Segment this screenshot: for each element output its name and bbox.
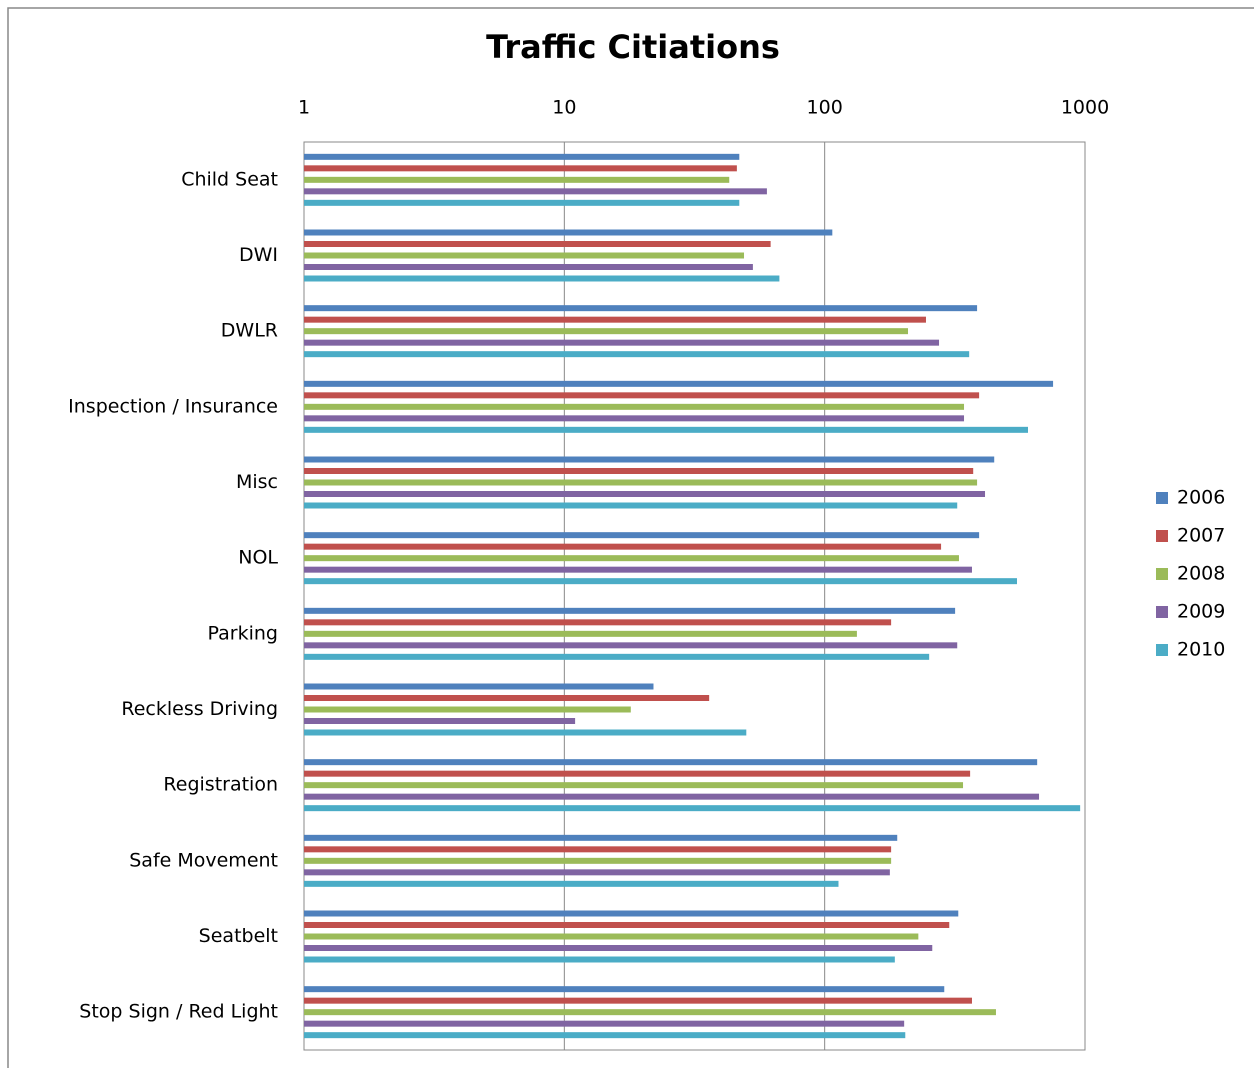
bar <box>304 846 892 853</box>
bar <box>304 869 890 876</box>
bar <box>304 630 857 637</box>
bar <box>304 275 780 282</box>
y-tick-label: Reckless Driving <box>121 698 278 720</box>
bar <box>304 532 980 539</box>
bar <box>304 880 839 887</box>
bar <box>304 997 972 1004</box>
bar <box>304 305 978 312</box>
bar <box>304 351 970 358</box>
bar <box>304 264 753 270</box>
y-tick-label: Parking <box>208 622 278 644</box>
bar <box>304 642 958 649</box>
bar <box>304 770 971 777</box>
bar <box>304 729 747 736</box>
y-tick-label: Misc <box>236 471 278 493</box>
y-tick-label: Seatbelt <box>199 925 278 947</box>
bar <box>304 1020 905 1027</box>
bar <box>304 229 833 236</box>
bar <box>304 933 919 940</box>
bar <box>304 252 745 259</box>
y-tick-label: Inspection / Insurance <box>68 395 278 417</box>
bar <box>304 683 654 690</box>
bar <box>304 199 740 206</box>
y-tick-label: Child Seat <box>181 168 278 190</box>
y-tick-label: DWI <box>239 244 278 266</box>
bar <box>304 607 956 614</box>
bar <box>304 316 926 323</box>
legend-label: 2006 <box>1177 487 1225 509</box>
bar <box>304 392 980 399</box>
bar <box>304 555 959 562</box>
bar <box>304 759 1038 766</box>
bar <box>304 706 631 713</box>
y-tick-label: Stop Sign / Red Light <box>79 1001 278 1023</box>
bar <box>304 1009 996 1016</box>
x-tick-label: 100 <box>807 97 843 119</box>
x-tick-label: 1 <box>298 97 310 119</box>
bar <box>304 479 978 486</box>
y-tick-label: Registration <box>163 774 278 796</box>
bar <box>304 945 933 951</box>
bar <box>304 328 909 335</box>
bar <box>304 653 930 660</box>
bar <box>304 619 892 626</box>
bar <box>304 468 974 474</box>
bar <box>304 1032 906 1039</box>
bar <box>304 956 895 963</box>
legend-swatch <box>1156 568 1168 580</box>
legend-swatch <box>1156 530 1168 542</box>
bar <box>304 910 959 917</box>
x-tick-label: 10 <box>552 97 576 119</box>
bar <box>304 857 892 864</box>
bar <box>304 403 965 410</box>
y-tick-label: DWLR <box>221 320 278 342</box>
bar <box>304 578 1017 585</box>
legend-swatch <box>1156 606 1168 618</box>
legend-swatch <box>1156 492 1168 504</box>
bar <box>304 153 740 160</box>
legend-label: 2008 <box>1177 563 1225 585</box>
bar <box>304 456 995 463</box>
bar <box>304 339 940 346</box>
bar <box>304 426 1028 433</box>
bar <box>304 782 964 789</box>
bar <box>304 415 965 422</box>
legend-label: 2007 <box>1177 525 1225 547</box>
bar <box>304 986 945 993</box>
bar <box>304 805 1081 812</box>
bar <box>304 491 986 497</box>
bar <box>304 176 730 183</box>
bar <box>304 502 958 509</box>
chart-title: Traffic Citiations <box>486 28 780 66</box>
y-tick-label: NOL <box>238 547 278 569</box>
y-tick-label: Safe Movement <box>129 849 278 871</box>
bar <box>304 543 942 550</box>
x-tick-label: 1000 <box>1061 97 1109 119</box>
bar <box>304 695 710 701</box>
bar <box>304 922 950 928</box>
bar <box>304 241 771 247</box>
bar <box>304 834 898 841</box>
bar <box>304 188 767 195</box>
legend-label: 2010 <box>1177 639 1225 661</box>
bar <box>304 718 576 724</box>
bar <box>304 165 737 172</box>
legend-swatch <box>1156 644 1168 656</box>
legend-label: 2009 <box>1177 601 1225 623</box>
bar <box>304 380 1054 387</box>
bar <box>304 566 972 573</box>
bar <box>304 793 1040 800</box>
